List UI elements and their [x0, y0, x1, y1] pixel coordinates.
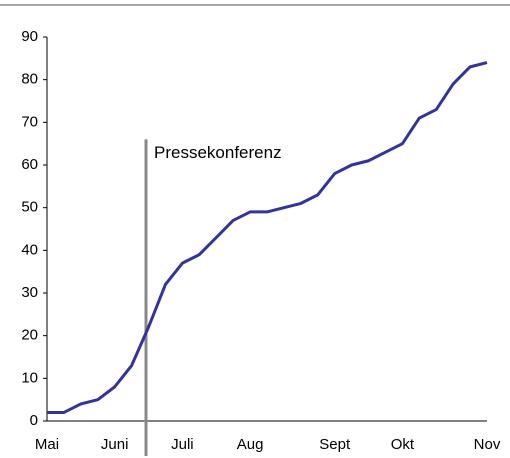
y-tick-label: 50 [21, 199, 38, 216]
y-tick-label: 90 [21, 28, 38, 45]
x-tick-label: Nov [474, 436, 501, 453]
x-tick-label: Mai [35, 436, 59, 453]
y-tick-label: 60 [21, 156, 38, 173]
x-tick-label: Okt [391, 436, 415, 453]
x-tick-label: Sept [319, 436, 351, 453]
x-tick-label: Aug [237, 436, 264, 453]
x-tick-label: Juli [171, 436, 194, 453]
y-tick-label: 10 [21, 369, 38, 386]
y-tick-label: 20 [21, 327, 38, 344]
y-tick-label: 30 [21, 284, 38, 301]
y-tick-label: 40 [21, 241, 38, 258]
y-tick-label: 80 [21, 71, 38, 88]
annotation: Pressekonferenz [154, 143, 282, 162]
y-tick-label: 0 [30, 412, 38, 429]
line [47, 61, 488, 414]
y-tick-label: 70 [21, 113, 38, 130]
x-tick-label: Juni [101, 436, 129, 453]
